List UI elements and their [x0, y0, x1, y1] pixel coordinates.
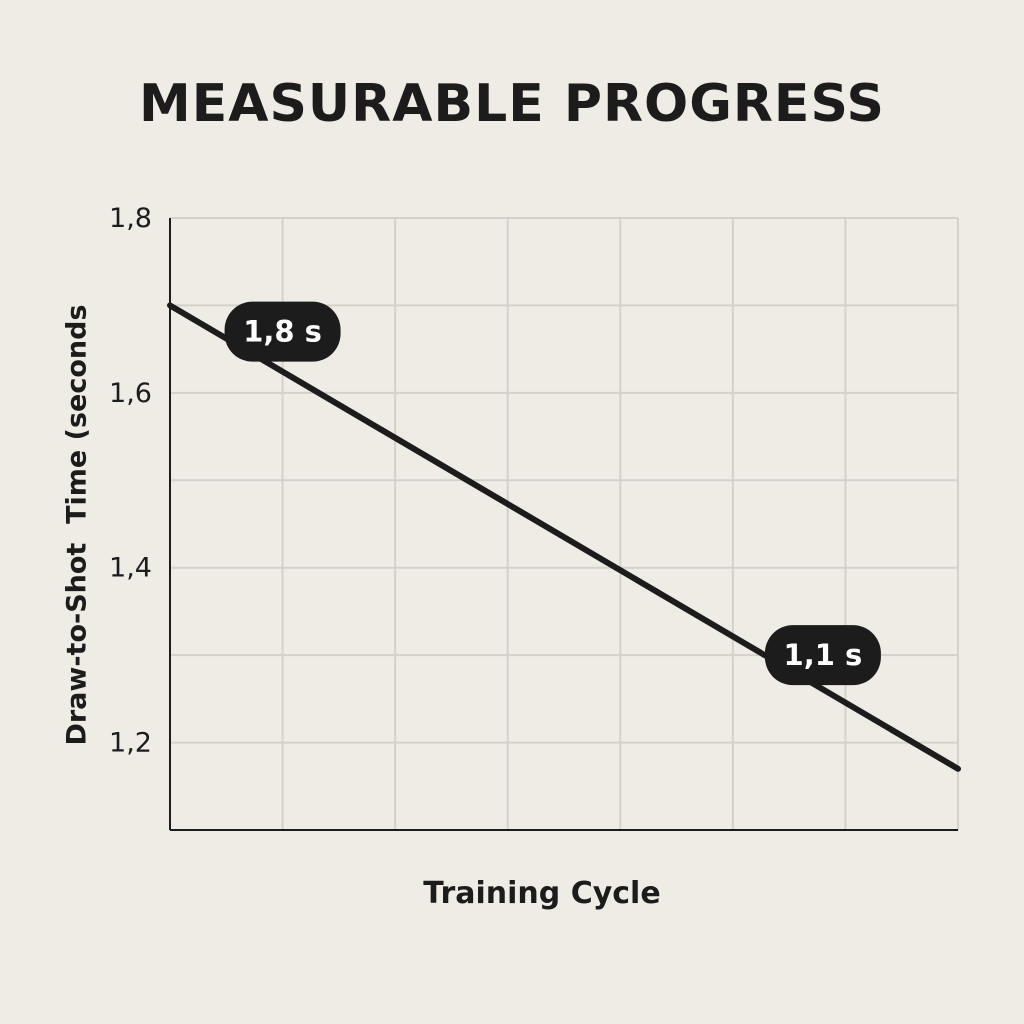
- data-callout: 1,8 s: [224, 301, 341, 362]
- grid: [170, 217, 959, 830]
- y-tick-label: 1,4: [109, 553, 152, 584]
- y-axis-label: Draw-to-Shot Time (seconds: [61, 304, 93, 746]
- annotations: 1,8 s 1,1 s: [224, 301, 881, 686]
- series-line: [167, 302, 961, 772]
- axes: [169, 218, 958, 831]
- callout-label: 1,1 s: [784, 638, 863, 672]
- callout-bubble: [224, 301, 341, 362]
- y-tick-label: 1,2: [109, 728, 152, 759]
- chart-title: MEASURABLE PROGRESS: [138, 74, 886, 134]
- y-tick-label: 1,8: [109, 203, 152, 234]
- data-callout: 1,1 s: [764, 625, 881, 686]
- x-axis-label: Training Cycle: [423, 876, 661, 911]
- callout-bubble: [764, 625, 881, 686]
- y-tick-label: 1,6: [109, 378, 152, 409]
- y-ticks: 1,8 1,6 1,4 1,2: [109, 203, 152, 759]
- series: [167, 302, 961, 772]
- callout-label: 1,8 s: [243, 315, 322, 349]
